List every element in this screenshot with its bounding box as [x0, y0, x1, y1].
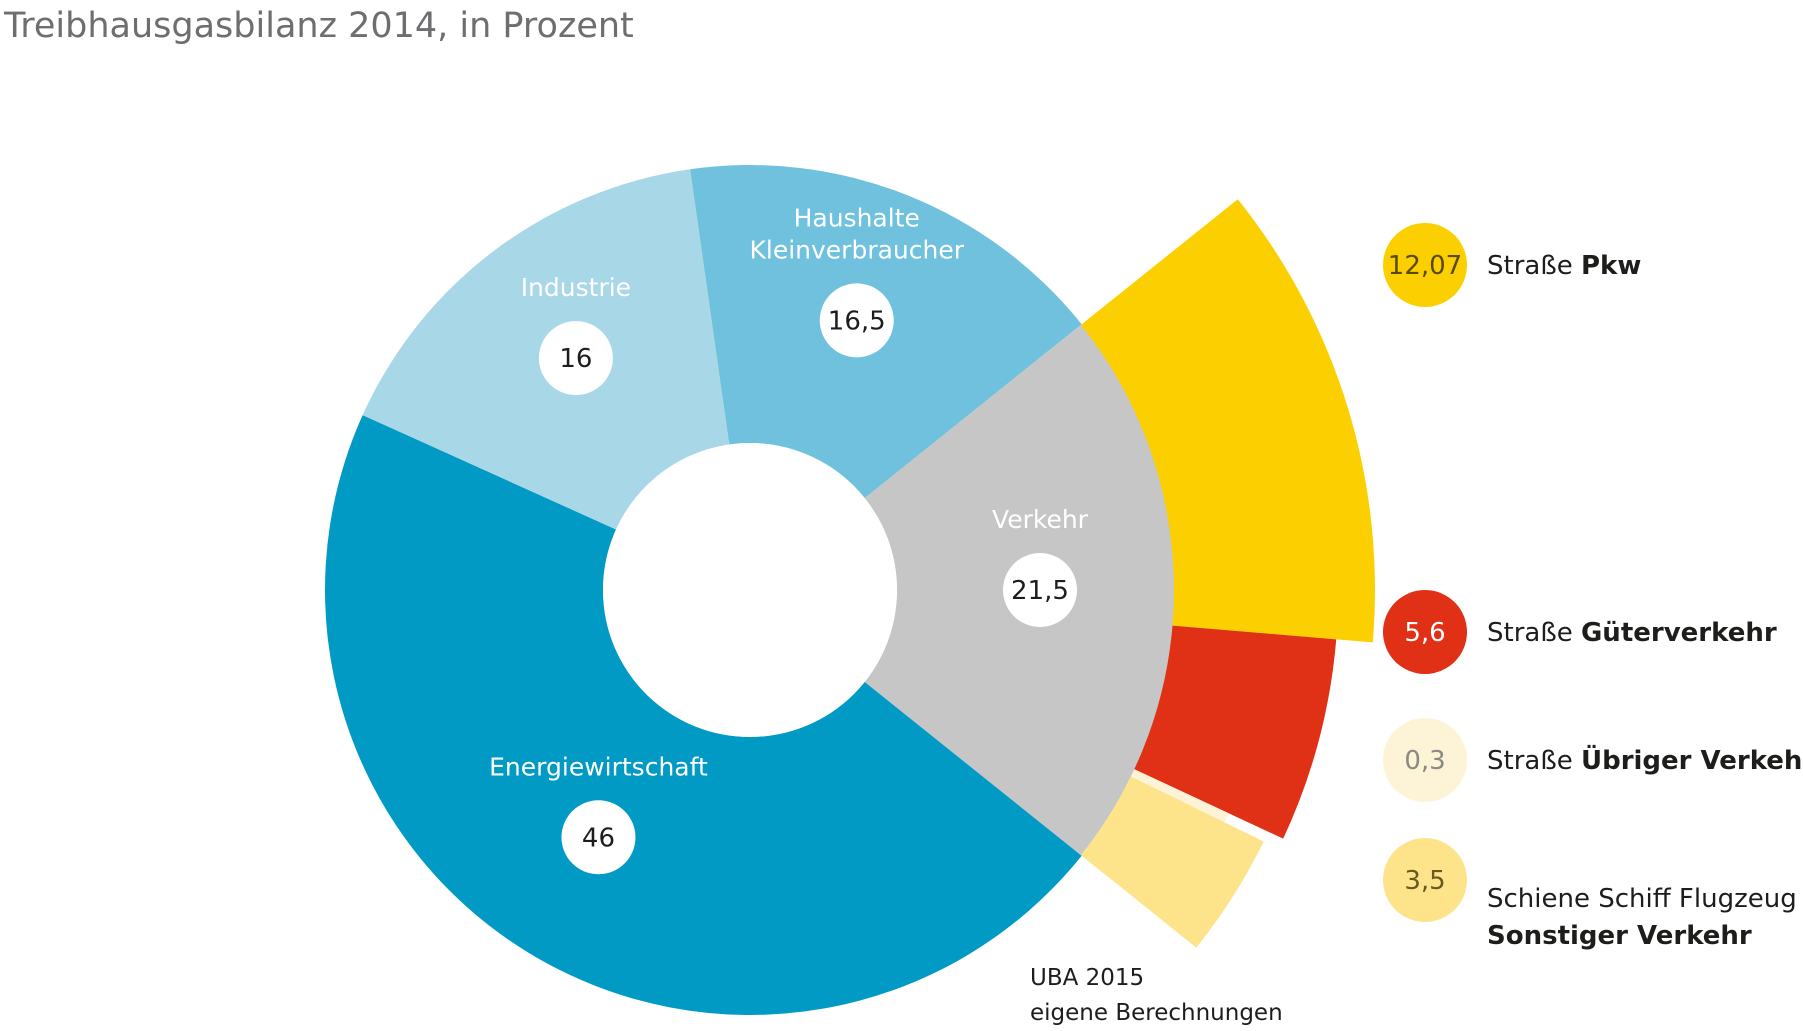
value-badge-haushalte: [819, 283, 894, 358]
source-note: UBA 2015 eigene Berechnungen: [1030, 965, 1283, 1026]
source-line-1: UBA 2015: [1030, 965, 1144, 991]
legend-bold-übriger-verkehr: Übriger Verkehr: [1581, 743, 1803, 776]
slice-label-haushalte-2: Kleinverbraucher: [749, 235, 964, 264]
sub-slice-pkw: [1080, 199, 1375, 643]
sub-slice-übriger-verkehr: [1130, 769, 1229, 823]
verkehr-legend: 12,07 Straße Pkw 5,6 Straße Güterverkehr 0,3…: [1383, 223, 1803, 951]
chart-title: Treibhausgasbilanz 2014, in Prozent: [4, 6, 634, 46]
legend-prefix-übriger-verkehr: Straße: [1487, 746, 1581, 776]
legend-prefix-pkw: Straße: [1487, 251, 1581, 281]
value-badge-verkehr: [1003, 553, 1077, 627]
legend-badge-sonstiger-verkehr: [1383, 838, 1467, 922]
slice-label-energiewirtschaft: Energiewirtschaft: [489, 752, 708, 781]
legend-prefix-sonstiger-verkehr: Schiene Schiff Flugzeug: [1487, 884, 1797, 914]
legend-label-sonstiger-verkehr: Sonstiger Verkehr: [1487, 921, 1752, 951]
slice-label-verkehr: Verkehr: [992, 505, 1089, 534]
sub-slice-sonstiger-verkehr: [1080, 776, 1264, 948]
legend-badge-pkw: [1383, 223, 1467, 307]
legend-badge-übriger-verkehr: [1383, 718, 1467, 802]
slice-label-haushalte-1: Haushalte: [794, 203, 920, 232]
legend-bold-pkw: Pkw: [1581, 251, 1641, 281]
donut-hole: [603, 443, 897, 737]
legend-label-güterverkehr: Straße Güterverkehr: [1487, 618, 1777, 648]
value-badge-industrie: [538, 321, 613, 396]
sub-slice-güterverkehr: [1134, 625, 1337, 839]
verkehr-breakdown-slices: [1080, 199, 1375, 948]
main-slice-labels: Energiewirtschaft 46 Industrie 16 Haushalte K…: [489, 203, 1089, 875]
legend-value-übriger-verkehr: 0,3: [1404, 746, 1445, 776]
value-verkehr: 21,5: [1011, 576, 1069, 606]
legend-bold-güterverkehr: Güterverkehr: [1581, 618, 1777, 648]
value-industrie: 16: [559, 344, 592, 374]
legend-label-übriger-verkehr: Straße Übriger Verkehr: [1487, 743, 1803, 776]
value-badge-energiewirtschaft: [561, 800, 636, 875]
slice-label-industrie: Industrie: [521, 273, 631, 302]
value-haushalte: 16,5: [828, 306, 886, 336]
legend-label-pkw: Straße Pkw: [1487, 251, 1641, 281]
legend-prefix-güterverkehr: Straße: [1487, 618, 1581, 648]
legend-value-sonstiger-verkehr: 3,5: [1404, 866, 1445, 896]
legend-value-güterverkehr: 5,6: [1404, 618, 1445, 648]
slice-energiewirtschaft: [324, 415, 1082, 1016]
legend-badge-güterverkehr: [1383, 590, 1467, 674]
value-energiewirtschaft: 46: [582, 823, 615, 853]
source-line-2: eigene Berechnungen: [1030, 1000, 1283, 1026]
legend-value-pkw: 12,07: [1388, 251, 1462, 281]
